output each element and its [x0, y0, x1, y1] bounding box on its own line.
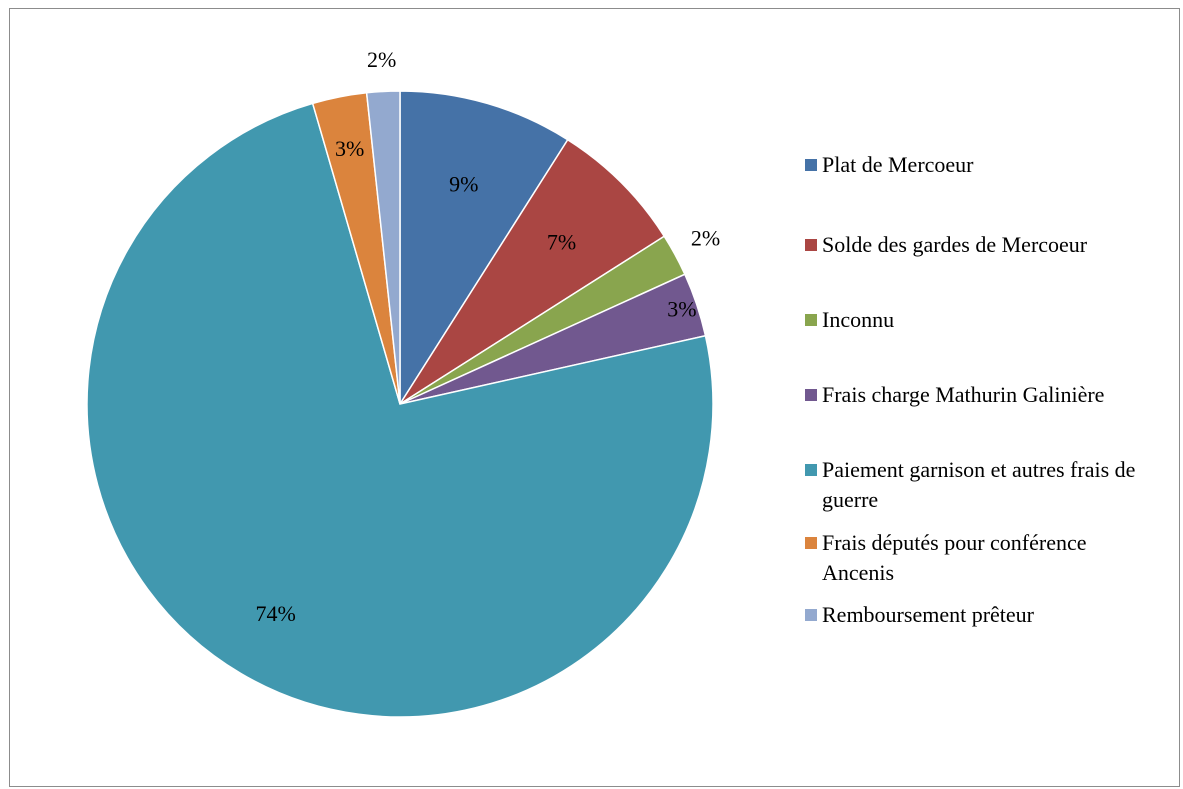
- data-label-1: 9%: [449, 172, 478, 197]
- legend-swatch: [805, 239, 817, 251]
- legend-label: Solde des gardes de Mercoeur: [822, 232, 1088, 257]
- legend-label: Paiement garnison et autres frais de gue…: [822, 457, 1136, 512]
- pie-labels: 9% 7% 2% 3% 74% 3% 2%: [256, 47, 721, 626]
- legend-item-5: Paiement garnison et autres frais de gue…: [805, 455, 1162, 515]
- legend-item-3: Inconnu: [805, 305, 1162, 335]
- data-label-5: 74%: [256, 601, 296, 626]
- legend-swatch: [805, 389, 817, 401]
- legend-item-7: Remboursement prêteur: [805, 600, 1162, 630]
- legend-item-1: Plat de Mercoeur: [805, 150, 1162, 180]
- data-label-4: 3%: [667, 296, 696, 321]
- legend-label: Frais députés pour conférence Ancenis: [822, 530, 1087, 585]
- legend-swatch: [805, 159, 817, 171]
- legend-label: Frais charge Mathurin Galinière: [822, 382, 1105, 407]
- legend-item-4: Frais charge Mathurin Galinière: [805, 380, 1162, 410]
- data-label-6: 3%: [335, 136, 364, 161]
- legend-label: Plat de Mercoeur: [822, 152, 974, 177]
- legend-swatch: [805, 464, 817, 476]
- legend-swatch: [805, 537, 817, 549]
- legend-label: Remboursement prêteur: [822, 602, 1034, 627]
- pie-slice-2: [399, 138, 666, 405]
- data-label-7: 2%: [367, 47, 396, 72]
- pie-slice-7: [365, 90, 401, 405]
- legend-label: Inconnu: [822, 307, 895, 332]
- data-label-3: 2%: [691, 226, 720, 251]
- legend-item-6: Frais députés pour conférence Ancenis: [805, 528, 1162, 588]
- legend-swatch: [805, 314, 817, 326]
- data-label-2: 7%: [547, 229, 576, 254]
- pie-slice-1: [399, 90, 569, 407]
- legend-item-2: Solde des gardes de Mercoeur: [805, 230, 1162, 260]
- pie-slice-5: [86, 102, 714, 718]
- pie-slices: [86, 90, 714, 718]
- legend-swatch: [805, 609, 817, 621]
